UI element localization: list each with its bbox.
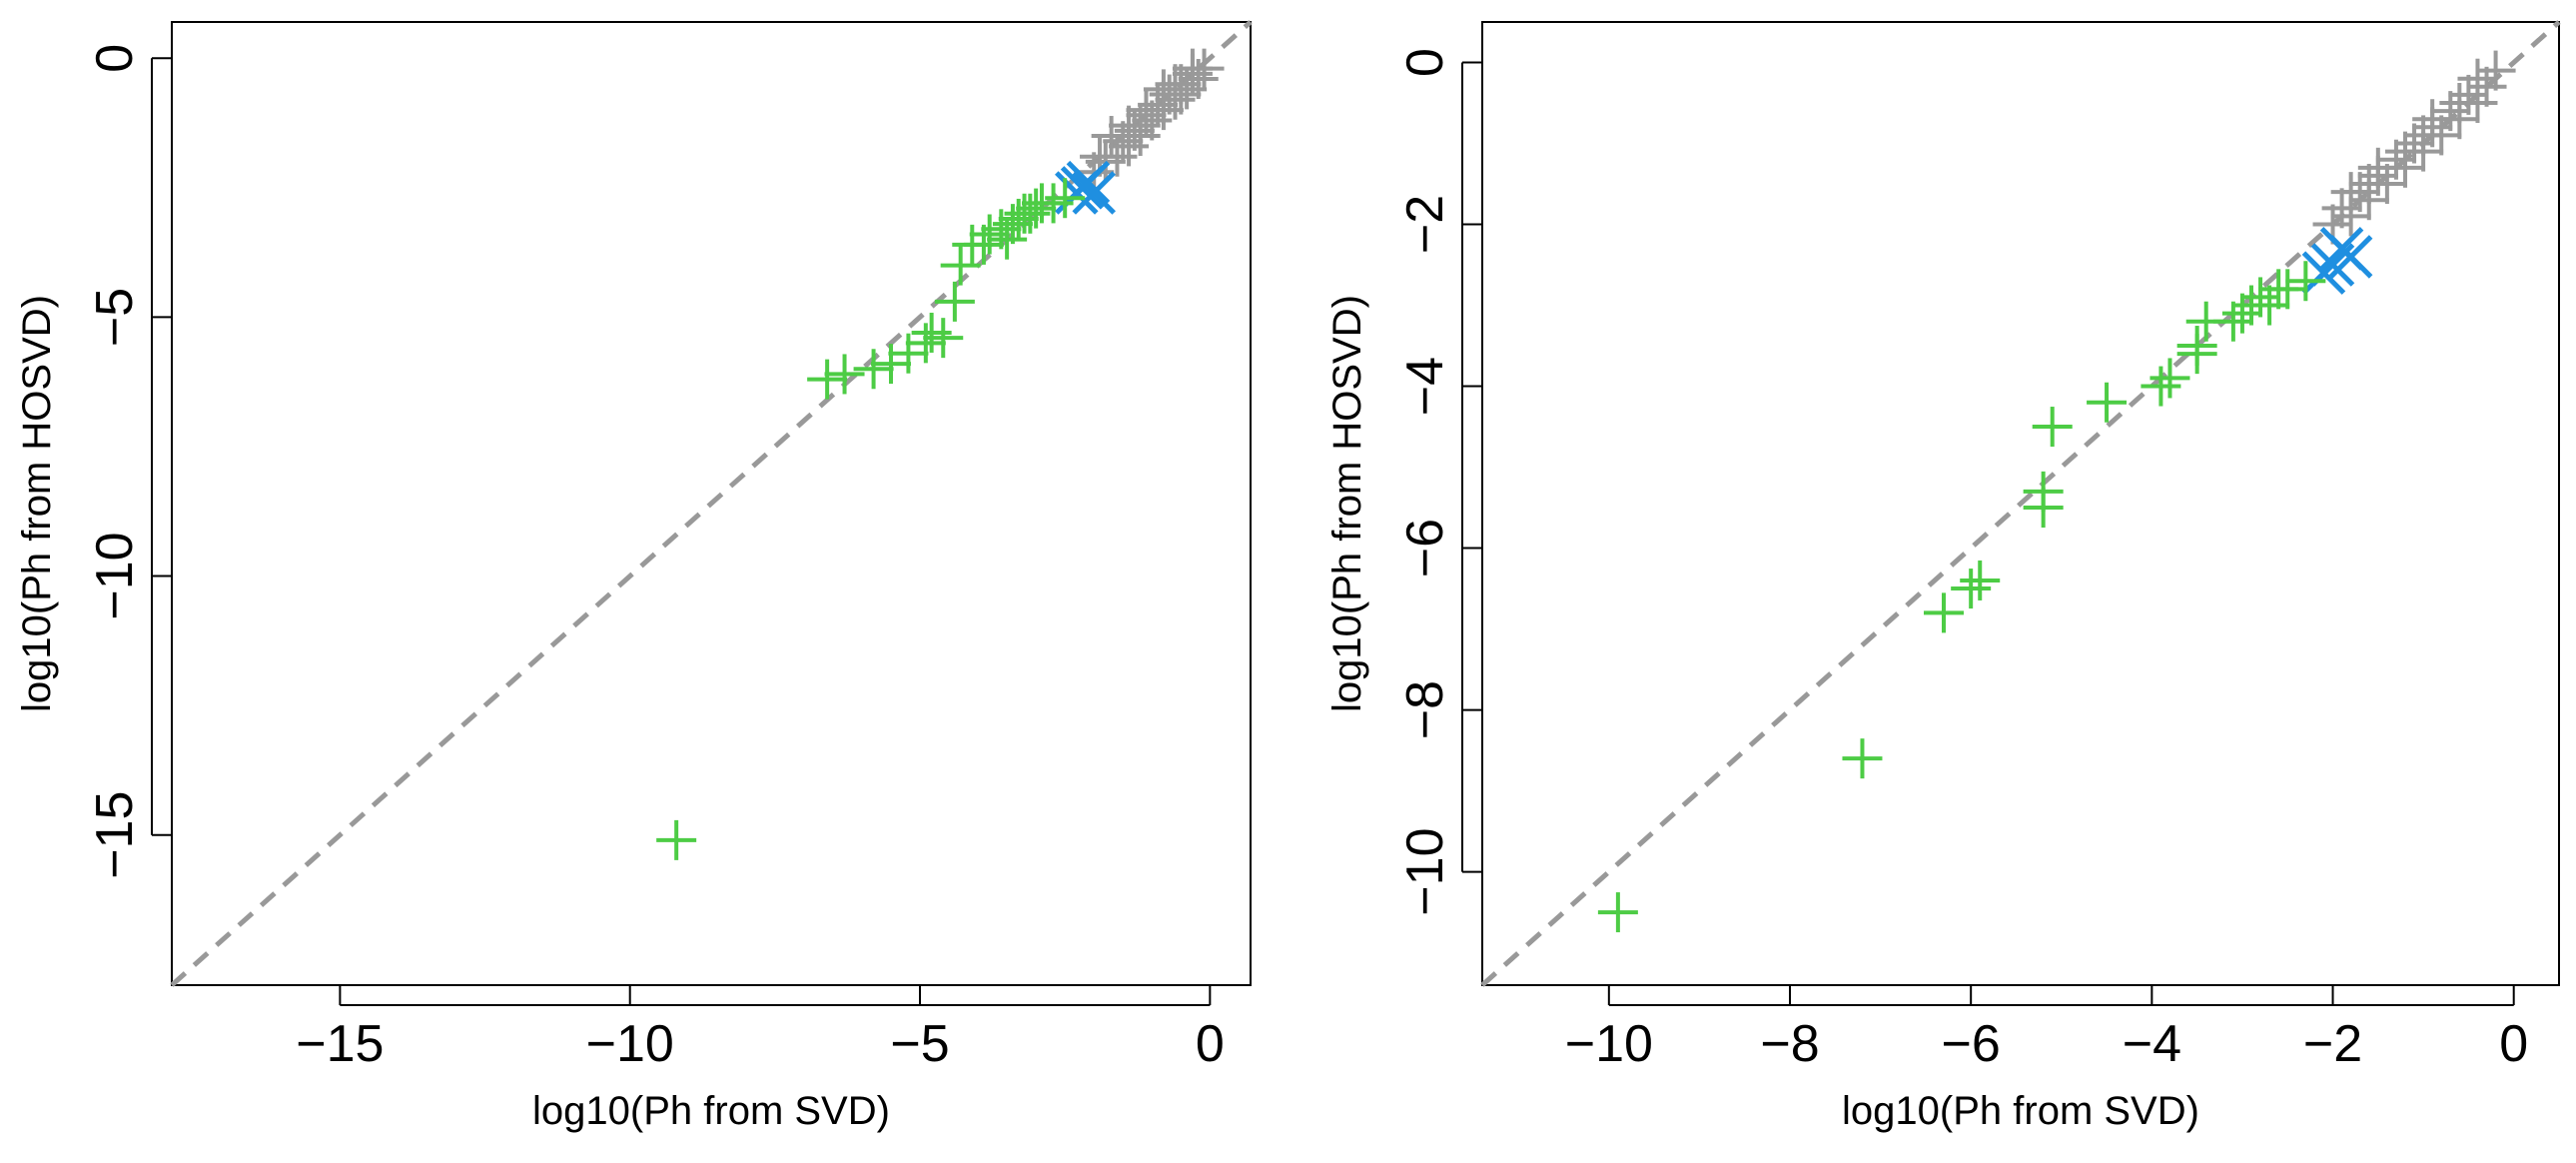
right-panel: −10 −8 −6 −4 −2 0 −10 −8 −6 −4 −2 0 log10(Ph from SV… [1325, 22, 2559, 1133]
x-axis-label: log10(Ph from SVD) [1842, 1089, 2199, 1133]
point-gray [2394, 124, 2434, 164]
point-green [2249, 286, 2289, 326]
point-green [906, 323, 946, 363]
point-gray [2448, 75, 2488, 115]
point-green [2024, 472, 2064, 512]
point-green [923, 318, 963, 358]
point-green [935, 282, 975, 322]
y-tick-label: −8 [1396, 680, 1454, 739]
point-gray [2385, 132, 2425, 172]
x-tick-label: −10 [1565, 1015, 1653, 1073]
point-green [1598, 892, 1638, 932]
point-green [656, 820, 696, 860]
point-green [871, 344, 911, 384]
x-tick-label: −5 [890, 1015, 949, 1073]
x-tick-label: 0 [2499, 1015, 2528, 1073]
point-gray [2331, 172, 2371, 212]
point-green [2033, 407, 2073, 447]
x-tick-label: −4 [2123, 1015, 2181, 1073]
point-green [854, 349, 894, 389]
x-tick-label: −15 [296, 1015, 384, 1073]
y-tick-label: −5 [86, 288, 144, 347]
y-tick-label: 0 [86, 44, 144, 73]
point-gray [2322, 188, 2362, 228]
y-tick-label: −4 [1396, 357, 1454, 416]
point-green [2141, 367, 2180, 407]
point-gray [2476, 51, 2516, 91]
point-green [1034, 183, 1074, 223]
point-green [2240, 277, 2280, 317]
y-tick-label: 0 [1396, 48, 1454, 77]
y-axis-label: log10(Ph from HOSVD) [15, 295, 59, 712]
point-gray [2403, 115, 2443, 155]
point-gray [2358, 148, 2398, 188]
reference-line [172, 22, 1251, 985]
point-gray [2412, 99, 2452, 139]
point-green [2213, 302, 2253, 342]
x-axis-label: log10(Ph from SVD) [532, 1089, 890, 1133]
x-tick-label: −10 [586, 1015, 674, 1073]
x-tick-label: −6 [1942, 1015, 2001, 1073]
point-gray [2349, 164, 2389, 204]
point-green [825, 354, 865, 394]
point-gray [1092, 116, 1132, 156]
point-green [1960, 561, 2000, 600]
y-tick-label: −6 [1396, 519, 1454, 578]
y-tick-label: −2 [1396, 195, 1454, 254]
point-green [941, 246, 981, 286]
point-green [2149, 358, 2189, 398]
point-gray [2457, 59, 2497, 99]
left-panel: −15 −10 −5 0 −15 −10 −5 0 log10(Ph from SVD) log1… [15, 22, 1251, 1133]
y-axis-label: log10(Ph from HOSVD) [1325, 295, 1369, 712]
y-tick-label: −10 [1396, 827, 1454, 915]
point-green [807, 360, 847, 400]
point-green [1951, 569, 1991, 608]
figure: −15 −10 −5 0 −15 −10 −5 0 log10(Ph from SVD) log1… [0, 0, 2576, 1163]
point-green [1924, 592, 1964, 632]
y-tick-label: −15 [86, 791, 144, 879]
point-gray [2376, 140, 2416, 180]
x-tick-label: −2 [2303, 1015, 2362, 1073]
point-gray [2430, 91, 2470, 131]
point-gray [2439, 83, 2479, 123]
x-tick-label: 0 [1196, 1015, 1225, 1073]
point-green [1842, 738, 1882, 778]
y-tick-label: −10 [86, 532, 144, 619]
point-green [2222, 294, 2262, 334]
x-tick-label: −8 [1760, 1015, 1819, 1073]
